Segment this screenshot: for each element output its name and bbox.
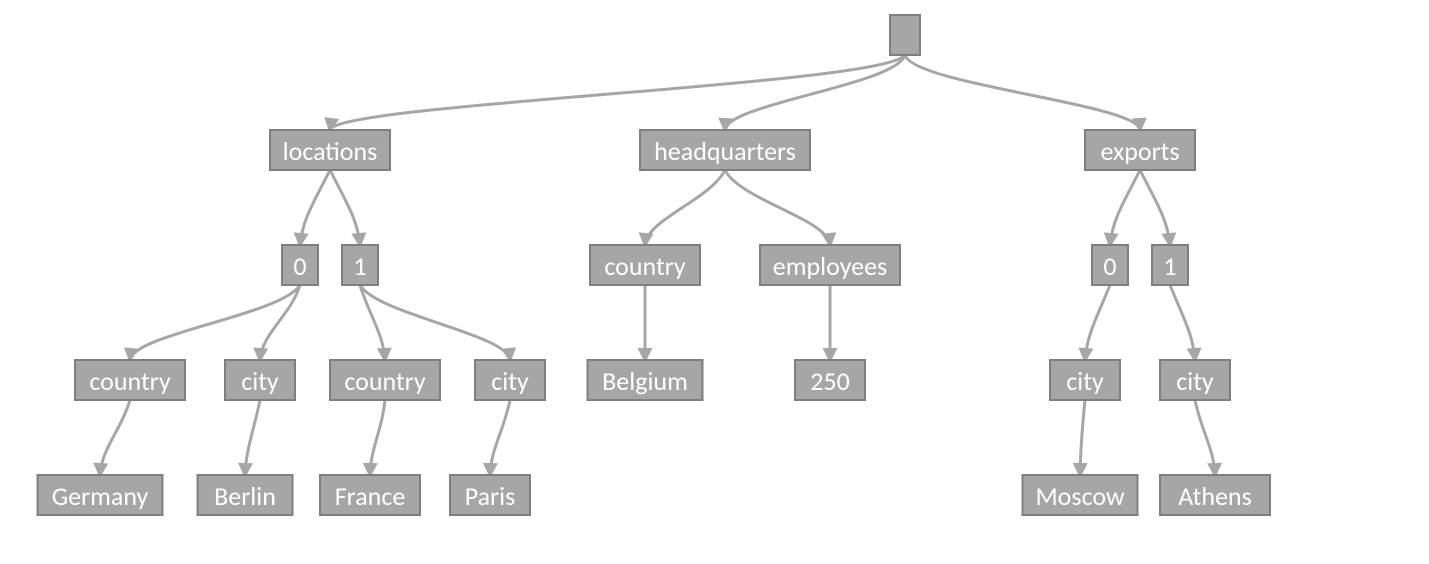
tree-node: 250 — [795, 360, 865, 400]
node-label: 1 — [353, 250, 366, 282]
node-label: country — [344, 365, 425, 397]
tree-edge — [490, 400, 510, 475]
tree-edge — [905, 55, 1140, 130]
node-label: Germany — [52, 480, 149, 512]
node-label: Belgium — [602, 365, 688, 397]
node-label: France — [335, 480, 406, 512]
tree-edge — [1170, 285, 1195, 360]
tree-node: country — [75, 360, 185, 400]
tree-diagram: locations headquarters exports 0 1 country emp… — [0, 0, 1429, 564]
tree-edge — [370, 400, 385, 475]
tree-node: locations — [270, 130, 390, 170]
tree-edge — [330, 170, 360, 245]
tree-node: Berlin — [198, 475, 293, 515]
tree-node: 1 — [342, 245, 378, 285]
tree-node: city — [1160, 360, 1230, 400]
node-label: city — [241, 365, 279, 397]
tree-node: city — [475, 360, 545, 400]
tree-node: employees — [760, 245, 900, 285]
node-label: Athens — [1178, 480, 1252, 512]
node-label: city — [1176, 365, 1214, 397]
tree-node: exports — [1085, 130, 1195, 170]
tree-node: Moscow — [1023, 475, 1138, 515]
tree-edge — [1110, 170, 1140, 245]
tree-edge — [245, 400, 260, 475]
tree-node: country — [330, 360, 440, 400]
tree-node: 1 — [1152, 245, 1188, 285]
tree-edge — [725, 170, 830, 245]
node-label: Paris — [465, 480, 516, 512]
tree-edge — [300, 170, 330, 245]
tree-edge — [260, 285, 300, 360]
node-label: Berlin — [214, 480, 276, 512]
node-label: exports — [1100, 135, 1179, 167]
tree-node: city — [225, 360, 295, 400]
node-label: 0 — [293, 250, 306, 282]
tree-node: country — [590, 245, 700, 285]
tree-node — [890, 15, 920, 55]
tree-edge — [645, 170, 725, 245]
tree-edge — [1195, 400, 1215, 475]
tree-edge — [130, 285, 300, 360]
tree-node: Athens — [1160, 475, 1270, 515]
node-label: headquarters — [654, 135, 796, 167]
tree-node: Paris — [450, 475, 530, 515]
tree-node: headquarters — [640, 130, 810, 170]
tree-node: Germany — [38, 475, 163, 515]
tree-node: Belgium — [588, 360, 703, 400]
tree-edge — [100, 400, 130, 475]
node-label: city — [491, 365, 529, 397]
tree-node: France — [320, 475, 420, 515]
tree-edge — [1140, 170, 1170, 245]
tree-node: 0 — [1092, 245, 1128, 285]
node-label: country — [89, 365, 170, 397]
tree-node: 0 — [282, 245, 318, 285]
node-label: locations — [283, 135, 378, 167]
node-label: employees — [773, 250, 887, 282]
node-box — [890, 15, 920, 55]
tree-edge — [1085, 285, 1110, 360]
node-label: 250 — [810, 365, 850, 397]
tree-edge — [1080, 400, 1085, 475]
tree-node: city — [1050, 360, 1120, 400]
node-label: 1 — [1163, 250, 1176, 282]
node-label: country — [604, 250, 685, 282]
node-label: Moscow — [1035, 480, 1124, 512]
node-label: 0 — [1103, 250, 1116, 282]
node-label: city — [1066, 365, 1104, 397]
